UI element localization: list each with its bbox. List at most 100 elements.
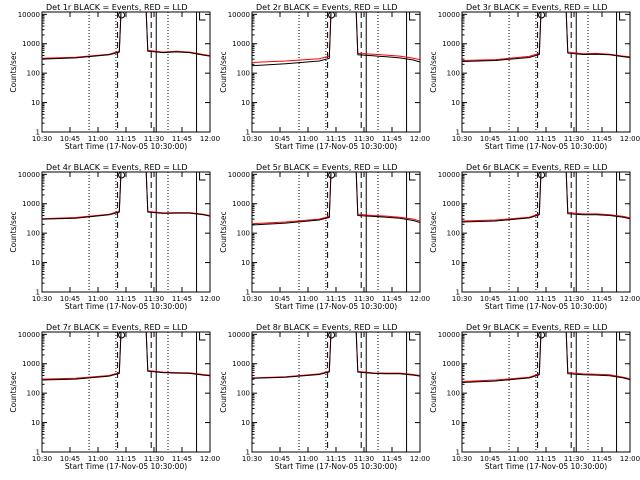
y-tick-label: 10000 [18,331,40,339]
circle-marker [538,11,546,19]
x-tick-label: 12:00 [410,455,430,463]
x-tick-label: 10:45 [480,455,500,463]
x-axis-label: Start Time (17-Nov-05 10:30:00) [275,462,397,471]
y-tick-label: 1000 [442,360,460,368]
y-tick-label: 10000 [228,11,250,19]
x-axis-label: Start Time (17-Nov-05 10:30:00) [65,462,187,471]
x-tick-label: 11:45 [592,135,612,143]
corner-bracket-marker [619,332,626,341]
y-tick-label: 100 [447,390,460,398]
circle-marker [118,331,126,339]
x-tick-label: 11:00 [508,455,528,463]
events-series-line [252,172,420,226]
chart-panel-2: Det 2r BLACK = Events, RED = LLD 1 10 100 10… [219,3,430,151]
x-tick-label: 11:15 [116,295,136,303]
plot-frame [41,171,211,293]
y-tick-label: 100 [447,70,460,78]
x-tick-label: 11:30 [564,295,584,303]
x-tick-label: 11:15 [326,135,346,143]
x-tick-label: 11:00 [298,295,318,303]
events-series-line [252,12,420,67]
panel-title: Det 4r BLACK = Events, RED = LLD [46,163,188,172]
chart-panel-7: Det 7r BLACK = Events, RED = LLD 1 10 100 10… [9,323,220,471]
corner-bracket-marker [619,172,626,181]
plot-frame [41,11,211,133]
y-tick-label: 10 [31,259,40,267]
events-series-line [462,12,630,62]
x-axis-label: Start Time (17-Nov-05 10:30:00) [275,302,397,311]
y-tick-label: 1000 [442,200,460,208]
chart-panel-4: Det 4r BLACK = Events, RED = LLD 1 10 100 10… [9,163,220,311]
y-tick-label: 10000 [438,331,460,339]
x-tick-label: 12:00 [410,295,430,303]
y-tick-label: 1 [36,289,40,297]
corner-bracket-marker [199,332,206,341]
corner-bracket-marker [199,12,206,21]
y-tick-label: 10000 [228,331,250,339]
x-tick-label: 12:00 [620,455,640,463]
y-tick-label: 1 [246,289,250,297]
x-tick-label: 11:30 [354,295,374,303]
corner-bracket-marker [199,172,206,181]
lld-series-line [462,332,630,382]
lld-series-line [252,332,420,379]
x-tick-label: 10:45 [480,135,500,143]
x-tick-label: 10:45 [270,135,290,143]
lld-series-line [42,332,210,380]
y-tick-label: 10000 [438,11,460,19]
chart-panel-3: Det 3r BLACK = Events, RED = LLD 1 10 100 10… [429,3,640,151]
circle-marker [118,171,126,179]
x-tick-label: 10:30 [452,135,472,143]
x-tick-label: 10:45 [270,295,290,303]
x-tick-label: 11:15 [536,455,556,463]
circle-marker [538,171,546,179]
y-tick-label: 1 [246,449,250,457]
plot-frame [461,171,631,293]
x-tick-label: 11:00 [298,455,318,463]
x-tick-label: 10:45 [480,295,500,303]
x-tick-label: 11:30 [354,455,374,463]
x-tick-label: 11:00 [88,295,108,303]
circle-marker [538,331,546,339]
y-tick-label: 10 [241,419,250,427]
x-tick-label: 10:30 [242,135,262,143]
y-axis-label: Counts/sec [9,211,18,252]
y-tick-label: 1 [456,129,460,137]
x-tick-label: 11:45 [172,295,192,303]
x-tick-label: 11:15 [326,455,346,463]
chart-panel-9: Det 9r BLACK = Events, RED = LLD 1 10 100 10… [429,323,640,471]
y-tick-label: 10000 [18,11,40,19]
y-axis-label: Counts/sec [9,51,18,92]
x-tick-label: 11:15 [116,455,136,463]
x-axis-label: Start Time (17-Nov-05 10:30:00) [485,302,607,311]
x-axis-label: Start Time (17-Nov-05 10:30:00) [485,142,607,151]
x-axis-label: Start Time (17-Nov-05 10:30:00) [485,462,607,471]
x-tick-label: 11:30 [144,455,164,463]
corner-bracket-marker [409,172,416,181]
y-tick-label: 10000 [18,171,40,179]
x-tick-label: 11:30 [144,295,164,303]
x-tick-label: 11:45 [382,135,402,143]
x-tick-label: 10:45 [60,295,80,303]
y-tick-label: 1 [36,129,40,137]
y-tick-label: 100 [27,390,40,398]
x-tick-label: 11:30 [564,135,584,143]
events-series-line [42,172,210,220]
x-axis-label: Start Time (17-Nov-05 10:30:00) [65,142,187,151]
y-tick-label: 10 [451,99,460,107]
panel-title: Det 1r BLACK = Events, RED = LLD [46,3,188,12]
circle-marker [328,331,336,339]
y-tick-label: 1 [456,289,460,297]
x-tick-label: 12:00 [200,135,220,143]
x-tick-label: 11:00 [88,455,108,463]
y-tick-label: 1000 [232,360,250,368]
x-tick-label: 10:30 [452,455,472,463]
lld-series-line [462,172,630,222]
y-tick-label: 1000 [22,200,40,208]
y-tick-label: 10000 [438,171,460,179]
x-tick-label: 10:45 [60,135,80,143]
events-series-line [462,172,630,223]
y-tick-label: 10000 [228,171,250,179]
chart-panel-8: Det 8r BLACK = Events, RED = LLD 1 10 100 10… [219,323,430,471]
